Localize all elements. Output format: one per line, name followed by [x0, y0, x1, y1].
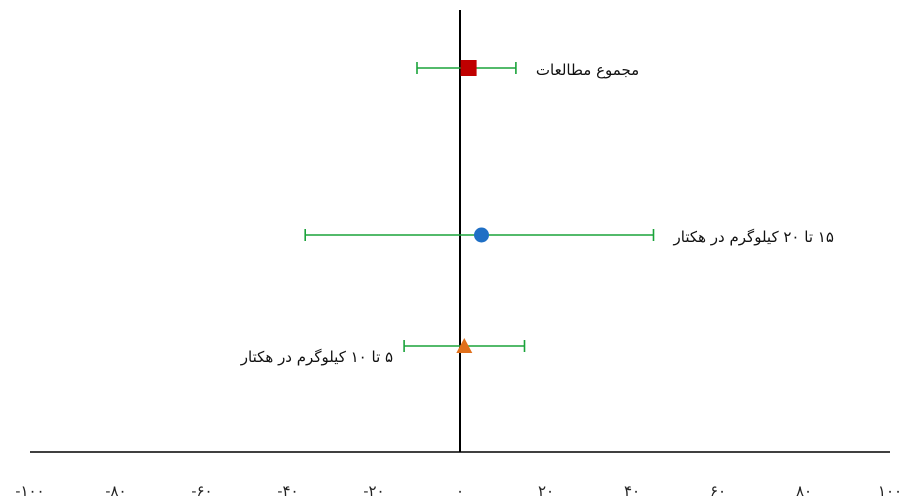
x-tick-label: ۱۰۰ — [878, 482, 902, 500]
point-estimate-square — [460, 60, 477, 76]
x-tick-label: ۶۰ — [710, 482, 726, 500]
x-tick-label: -۶۰ — [191, 482, 212, 500]
x-tick-label: ۸۰ — [796, 482, 812, 500]
x-tick-label: -۲۰ — [363, 482, 384, 500]
x-tick-label: ۴۰ — [624, 482, 640, 500]
row-label: ۱۵ تا ۲۰ کیلوگرم در هکتار — [673, 228, 834, 246]
study-row: ۱۵ تا ۲۰ کیلوگرم در هکتار — [304, 227, 834, 246]
x-tick-label: ۲۰ — [538, 482, 554, 500]
row-label: ۵ تا ۱۰ کیلوگرم در هکتار — [240, 348, 393, 366]
point-estimate-circle — [474, 227, 489, 243]
study-row: ۵ تا ۱۰ کیلوگرم در هکتار — [240, 338, 526, 366]
x-tick-label: -۴۰ — [277, 482, 298, 500]
x-tick-labels: -۱۰۰ -۸۰ -۶۰ -۴۰ -۲۰ ۰ ۲۰ ۴۰ ۶۰ ۸۰ ۱۰۰ — [15, 482, 902, 500]
x-tick-label: ۰ — [456, 482, 464, 500]
row-label: مجموع مطالعات — [536, 61, 639, 79]
x-tick-label: -۸۰ — [105, 482, 126, 500]
point-estimate-triangle — [456, 338, 473, 353]
study-row: مجموع مطالعات — [416, 60, 639, 79]
study-rows: مجموع مطالعات ۱۵ تا ۲۰ کیلوگرم در هکتار ۵ … — [240, 60, 834, 366]
x-tick-label: -۱۰۰ — [15, 482, 44, 500]
